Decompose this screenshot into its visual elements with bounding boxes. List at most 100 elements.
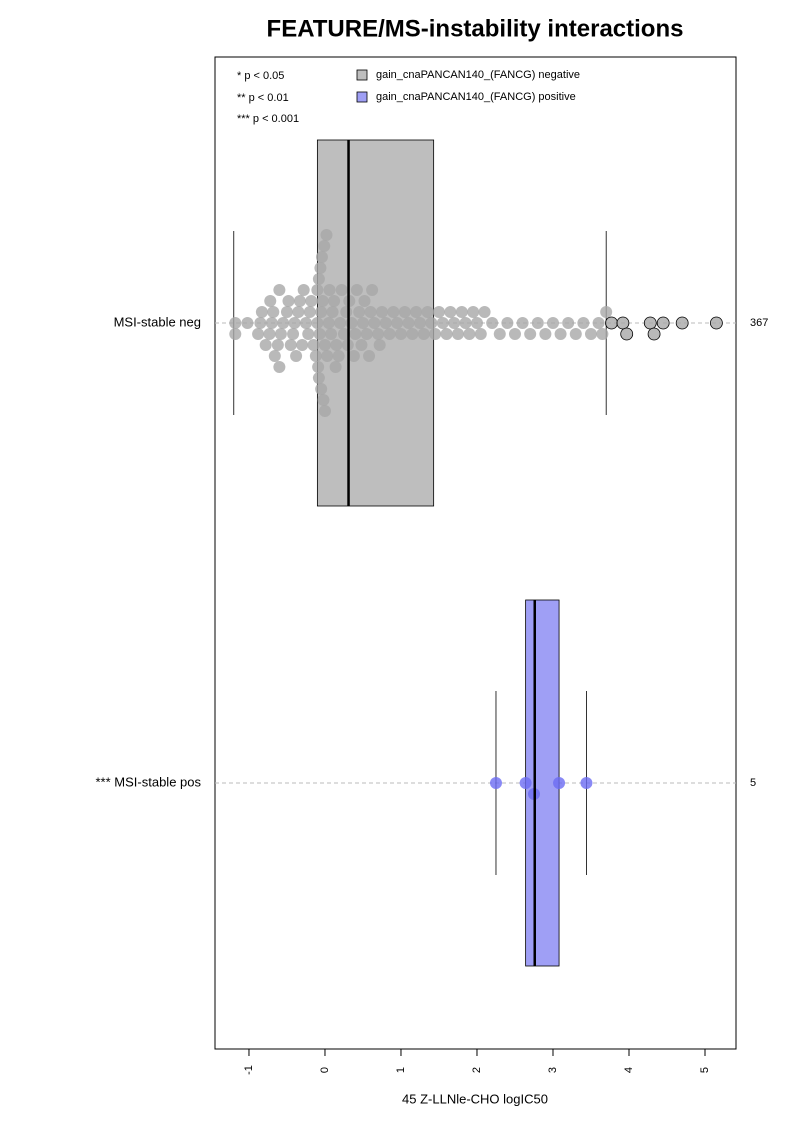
chart-title: FEATURE/MS-instability interactions	[267, 15, 684, 42]
count-label: 5	[750, 777, 756, 789]
y-tick-label: MSI-stable neg	[114, 314, 201, 329]
data-point	[656, 316, 670, 330]
x-tick-label: 1	[395, 1067, 407, 1073]
data-point	[313, 328, 326, 340]
data-point	[290, 350, 303, 362]
data-point	[267, 306, 280, 318]
data-point	[368, 317, 381, 329]
data-point	[501, 317, 514, 329]
data-point	[309, 350, 322, 362]
legend-swatch	[356, 69, 368, 81]
data-point	[519, 777, 532, 789]
data-point	[315, 251, 328, 263]
data-point	[463, 328, 476, 340]
data-point	[318, 240, 331, 252]
data-point	[364, 306, 377, 318]
x-tick-label: 0	[319, 1067, 331, 1073]
data-point	[229, 328, 242, 340]
x-axis-label: 45 Z-LLNle-CHO logIC50	[402, 1091, 548, 1106]
data-point	[332, 350, 345, 362]
data-point	[436, 317, 449, 329]
data-point	[440, 328, 453, 340]
data-point	[356, 317, 369, 329]
data-point	[315, 383, 328, 395]
data-point	[312, 273, 325, 285]
significance-note: * p < 0.05	[237, 70, 284, 82]
data-point	[273, 284, 286, 296]
data-point	[516, 317, 529, 329]
data-point	[353, 306, 366, 318]
data-point	[277, 317, 290, 329]
data-point	[391, 317, 404, 329]
data-point	[350, 284, 363, 296]
data-point	[675, 316, 689, 330]
data-point	[524, 328, 537, 340]
data-point	[425, 317, 438, 329]
data-point	[317, 394, 330, 406]
data-point	[318, 405, 331, 417]
data-point	[302, 328, 315, 340]
data-point	[539, 328, 552, 340]
data-point	[288, 317, 301, 329]
data-point	[489, 777, 502, 789]
data-point	[410, 306, 423, 318]
data-point	[375, 306, 388, 318]
data-point	[580, 777, 593, 789]
data-point	[366, 284, 379, 296]
plot-frame	[214, 56, 737, 1050]
data-point	[387, 306, 400, 318]
data-point	[322, 317, 335, 329]
data-point	[444, 306, 457, 318]
data-point	[616, 316, 630, 330]
data-point	[355, 339, 368, 351]
data-point	[474, 328, 487, 340]
legend-label: gain_cnaPANCAN140_(FANCG) negative	[376, 69, 580, 81]
data-point	[325, 328, 338, 340]
data-point	[373, 339, 386, 351]
data-point	[360, 328, 373, 340]
data-point	[470, 317, 483, 329]
significance-note: ** p < 0.01	[237, 92, 289, 104]
x-tick-label: 4	[623, 1067, 635, 1073]
data-point	[311, 317, 324, 329]
data-point	[432, 306, 445, 318]
data-point	[321, 350, 334, 362]
data-point	[314, 262, 327, 274]
data-point	[546, 317, 559, 329]
data-point	[293, 295, 306, 307]
data-point	[383, 328, 396, 340]
x-tick-label: 5	[699, 1067, 711, 1073]
data-point	[620, 327, 634, 341]
data-point	[584, 328, 597, 340]
data-point	[596, 328, 609, 340]
data-point	[303, 306, 316, 318]
data-point	[569, 328, 582, 340]
data-point	[254, 317, 267, 329]
data-point	[299, 317, 312, 329]
data-point	[406, 328, 419, 340]
data-point	[316, 295, 329, 307]
data-point	[647, 327, 661, 341]
data-point	[241, 317, 254, 329]
data-point	[255, 306, 268, 318]
data-point	[398, 306, 411, 318]
data-point	[305, 295, 318, 307]
data-point	[413, 317, 426, 329]
data-point	[467, 306, 480, 318]
data-point	[318, 339, 331, 351]
data-point	[297, 284, 310, 296]
data-point	[448, 317, 461, 329]
data-point	[315, 306, 328, 318]
data-point	[296, 339, 309, 351]
legend-swatch	[356, 91, 368, 103]
data-point	[328, 295, 341, 307]
data-point	[252, 328, 265, 340]
y-tick-label: *** MSI-stable pos	[96, 774, 202, 789]
data-point	[417, 328, 430, 340]
data-point	[349, 328, 362, 340]
data-point	[577, 317, 590, 329]
data-point	[323, 284, 336, 296]
data-point	[600, 306, 613, 318]
data-point	[335, 284, 348, 296]
